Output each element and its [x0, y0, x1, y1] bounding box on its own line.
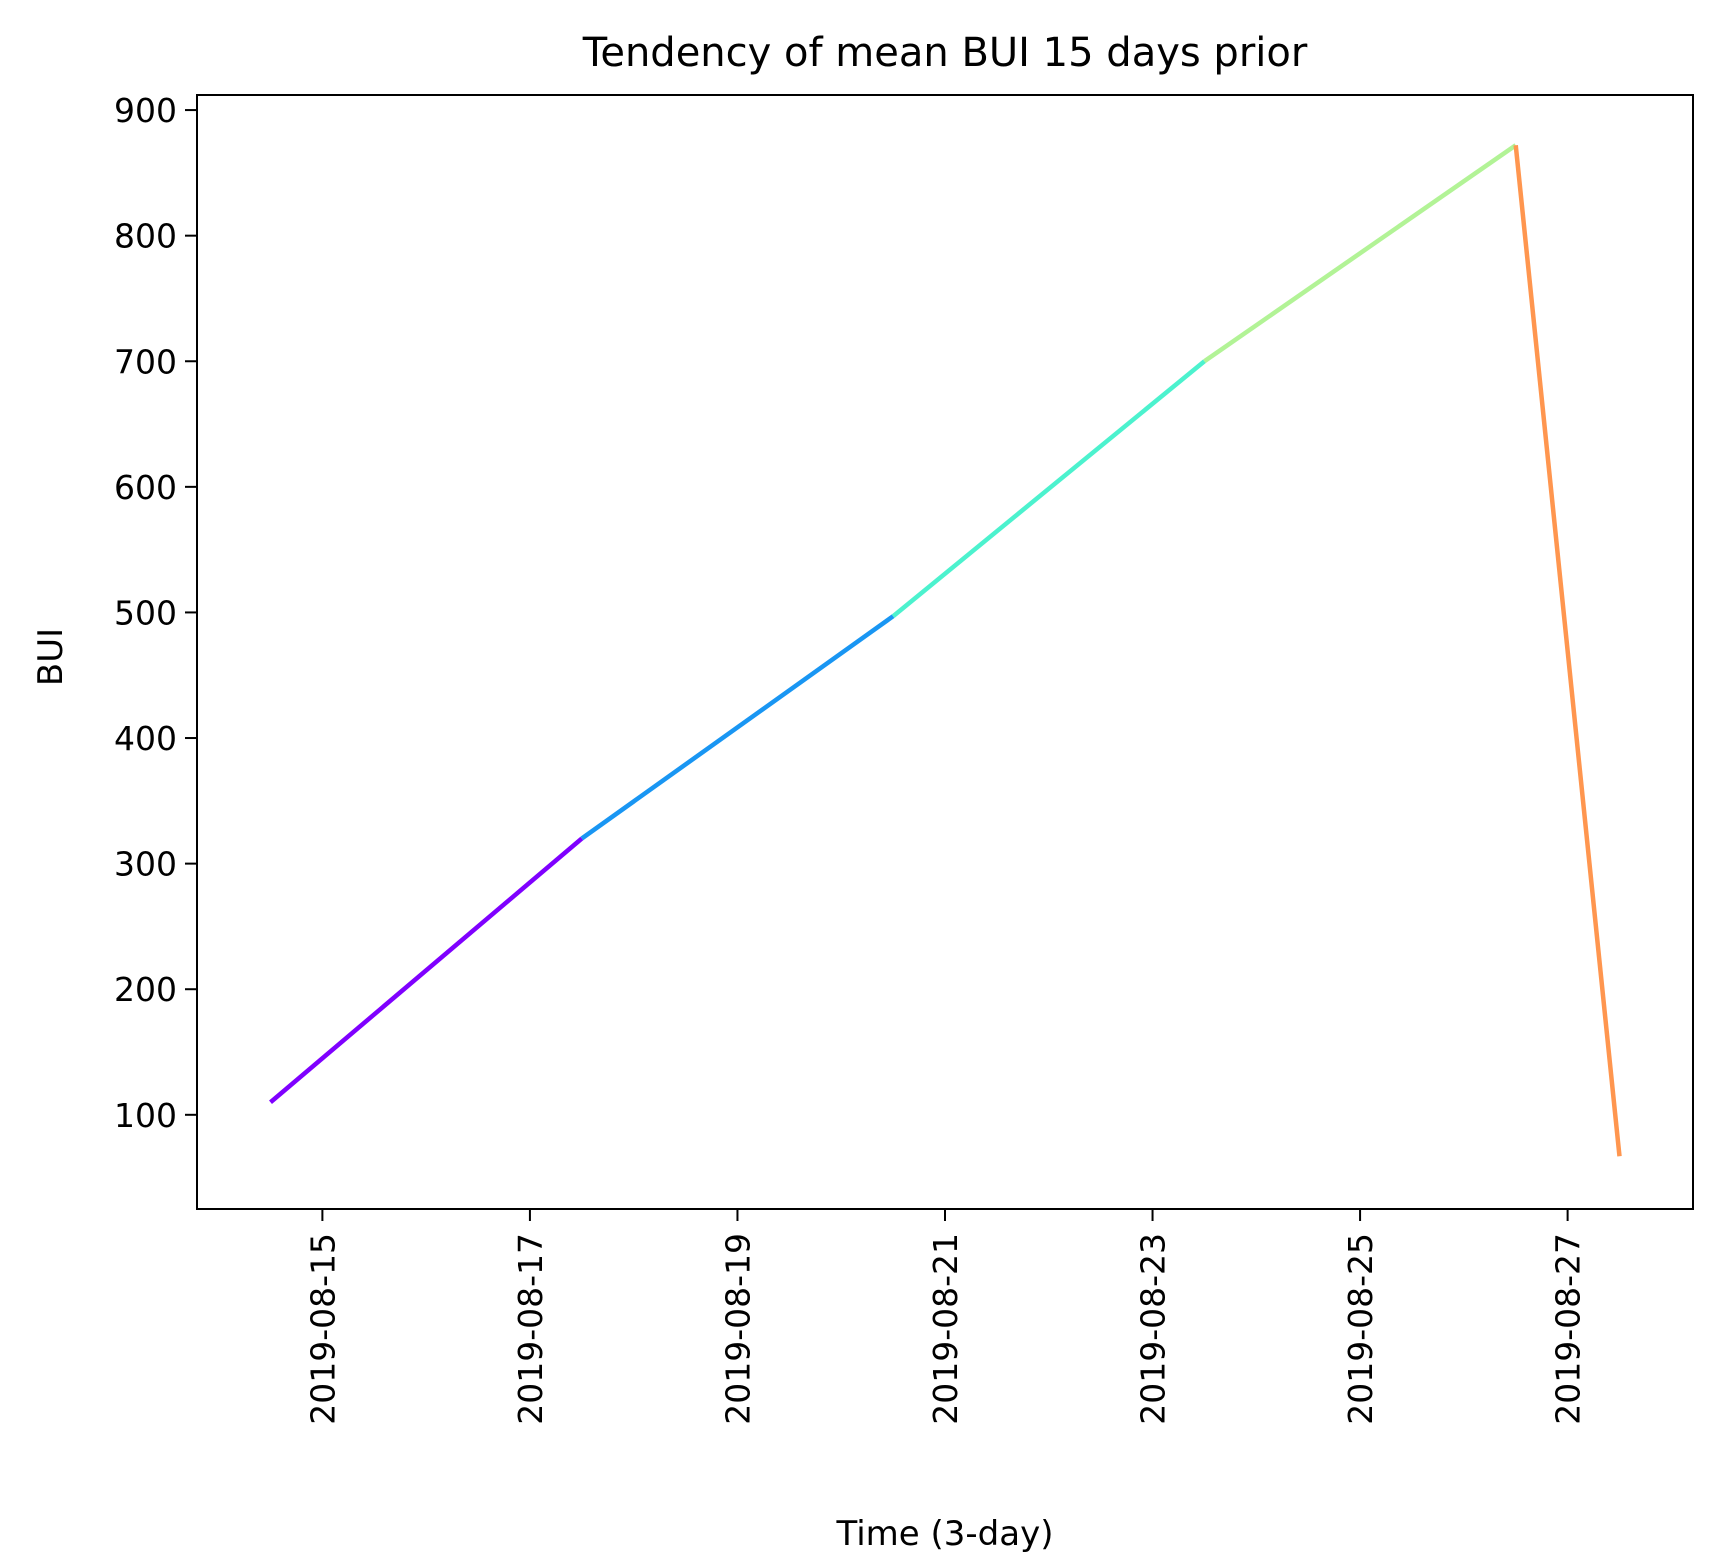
y-tick-label: 800	[114, 217, 177, 256]
x-tick-label: 2019-08-15	[303, 1233, 342, 1425]
x-tick-label: 2019-08-27	[1549, 1233, 1588, 1425]
series-0-segment-0	[269, 836, 584, 1104]
x-tick-label: 2019-08-17	[511, 1233, 550, 1425]
series-0-segment-2	[891, 359, 1206, 618]
y-tick-label: 600	[114, 468, 177, 507]
x-axis-ticks: 2019-08-15 2019-08-17 2019-08-19 2019-08-21…	[303, 1209, 1588, 1425]
x-tick-label: 2019-08-19	[718, 1233, 757, 1425]
x-tick-label: 2019-08-25	[1341, 1233, 1380, 1425]
y-axis-ticks: 100 200 300 400 500 600 700 800 900	[114, 91, 197, 1135]
y-tick-label: 500	[114, 593, 177, 632]
x-tick-label: 2019-08-23	[1134, 1233, 1173, 1425]
y-tick-label: 200	[114, 970, 177, 1009]
plot-area	[269, 143, 1622, 1157]
series-0-segment-4	[1513, 145, 1622, 1157]
x-axis-label: Time (3-day)	[836, 1514, 1054, 1554]
y-tick-label: 300	[114, 845, 177, 884]
y-tick-label: 900	[114, 91, 177, 130]
x-tick-label: 2019-08-21	[926, 1233, 965, 1425]
y-axis-label: BUI	[31, 628, 71, 686]
y-tick-label: 100	[114, 1096, 177, 1135]
y-tick-label: 400	[114, 719, 177, 758]
series-0-segment-1	[580, 614, 895, 841]
series-0-segment-3	[1203, 143, 1518, 364]
y-tick-label: 700	[114, 342, 177, 381]
chart-title: Tendency of mean BUI 15 days prior	[582, 30, 1308, 76]
